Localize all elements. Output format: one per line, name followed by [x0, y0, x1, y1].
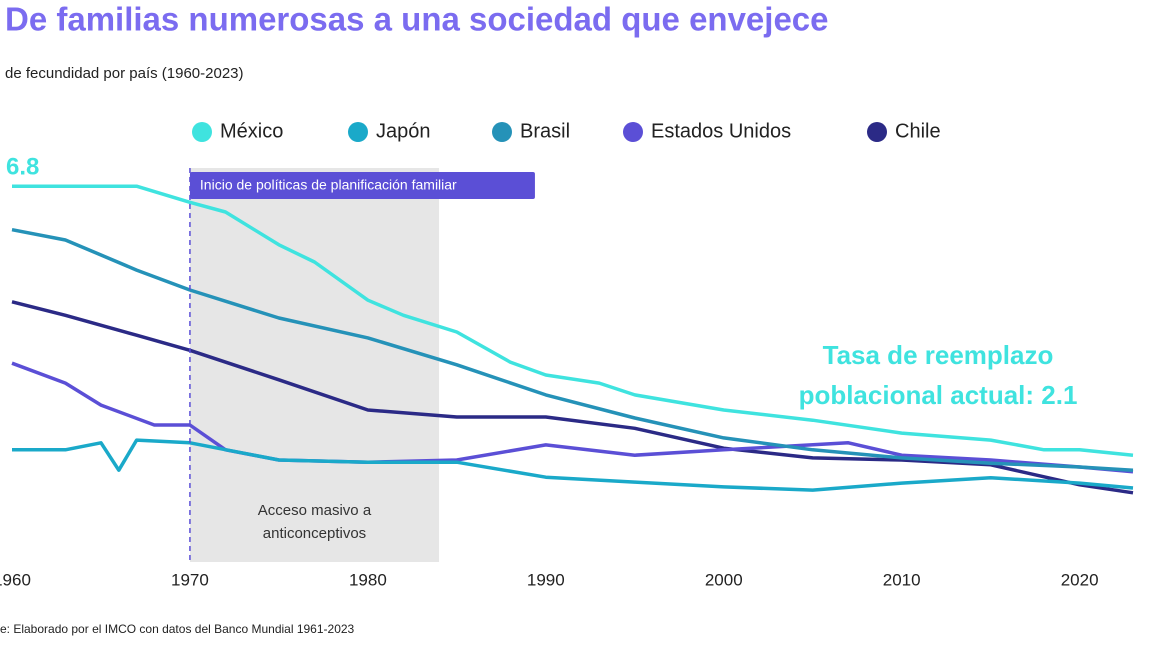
event-label-box [189, 172, 535, 199]
line [11, 300, 1134, 495]
x-tick-label: 1970 [171, 570, 209, 589]
line [11, 361, 1134, 474]
event-label: Inicio de políticas de planificación fam… [200, 177, 457, 193]
legend-marker [192, 122, 212, 142]
line [12, 438, 1134, 492]
chart-title: De familias numerosas a una sociedad que… [5, 1, 829, 38]
x-tick-label: 1990 [527, 570, 565, 589]
legend-label: Japón [376, 120, 431, 142]
legend-label: Brasil [520, 120, 570, 142]
source: e: Elaborado por el IMCO con datos del B… [0, 622, 355, 636]
shaded-label: Acceso masivo a [258, 502, 372, 519]
legend-marker [623, 122, 643, 142]
start-label: 6.8 [6, 153, 39, 180]
legend-marker [867, 122, 887, 142]
shaded-label: anticonceptivos [263, 525, 366, 542]
line [12, 184, 1134, 457]
legend-marker [492, 122, 512, 142]
legend-label: Estados Unidos [651, 120, 791, 142]
x-tick-label: 2000 [705, 570, 743, 589]
legend-label: Chile [895, 120, 941, 142]
legend-label: México [220, 120, 283, 142]
legend-marker [348, 122, 368, 142]
line [11, 227, 1134, 472]
replacement-label: poblacional actual: 2.1 [799, 380, 1078, 410]
x-tick-label: 2020 [1061, 570, 1099, 589]
x-tick-label: 1980 [349, 570, 387, 589]
chart-subtitle: de fecundidad por país (1960-2023) [5, 65, 244, 82]
x-tick-label: 2010 [883, 570, 921, 589]
x-tick-label: 1960 [0, 570, 31, 589]
replacement-label: Tasa de reemplazo [823, 340, 1054, 370]
